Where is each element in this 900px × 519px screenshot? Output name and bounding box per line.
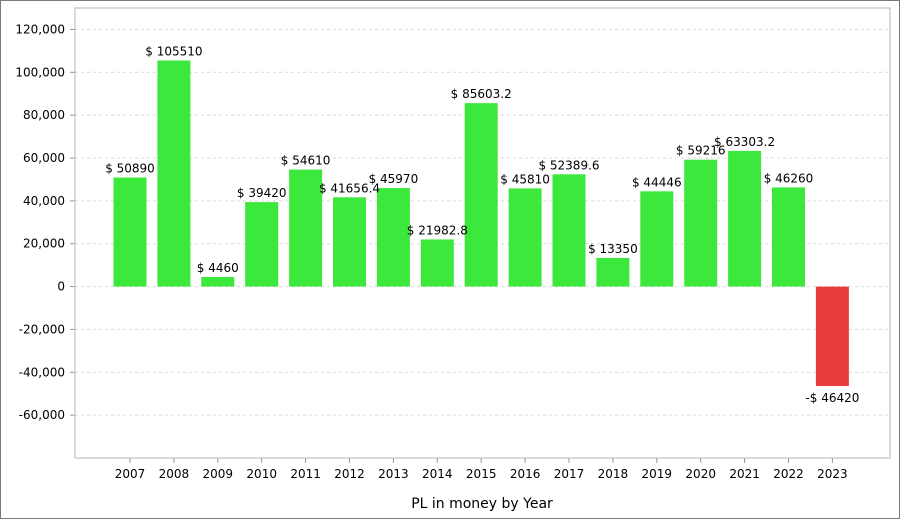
bar-2020 (684, 159, 718, 287)
y-tick-label: 120,000 (15, 22, 65, 36)
y-tick-label: -60,000 (19, 408, 65, 422)
x-tick-label-2016: 2016 (510, 467, 541, 481)
bar-2017 (552, 174, 586, 287)
bar-2021 (728, 150, 762, 287)
y-tick-label: 60,000 (23, 151, 65, 165)
x-axis-ticks: 2007 2008 2009 2010 2011 2012 2013 2014 2015 2016… (115, 458, 848, 481)
x-tick-label-2023: 2023 (817, 467, 848, 481)
x-tick-label-2020: 2020 (685, 467, 716, 481)
x-tick-label-2009: 2009 (203, 467, 234, 481)
x-tick-label-2010: 2010 (246, 467, 277, 481)
y-tick-label: -20,000 (19, 322, 65, 336)
data-label-2013: $ 45970 (369, 172, 419, 186)
x-tick-label-2022: 2022 (773, 467, 804, 481)
y-tick-label: 100,000 (15, 65, 65, 79)
bar-2010 (245, 202, 279, 287)
x-tick-label-2017: 2017 (554, 467, 585, 481)
data-label-2018: $ 13350 (588, 242, 638, 256)
data-label-2023: -$ 46420 (805, 391, 859, 405)
bar-2012 (333, 197, 366, 287)
y-axis-ticks: -60,000 -40,000 -20,000 0 20,000 40,000 60,000… (15, 22, 75, 422)
bar-2013 (376, 188, 410, 287)
bar-2014 (420, 239, 454, 287)
data-label-2011: $ 54610 (281, 154, 331, 168)
bar-2011 (289, 169, 323, 287)
bar-2018 (596, 257, 630, 287)
x-tick-label-2021: 2021 (729, 467, 760, 481)
x-tick-label-2015: 2015 (466, 467, 497, 481)
bar-2022 (772, 187, 805, 287)
x-tick-label-2013: 2013 (378, 467, 409, 481)
bar-2015 (464, 103, 498, 287)
data-label-2015: $ 85603.2 (451, 87, 512, 101)
bar-2016 (508, 188, 542, 287)
bar-2009 (201, 277, 235, 287)
data-label-2017: $ 52389.6 (538, 158, 599, 172)
x-tick-label-2014: 2014 (422, 467, 453, 481)
data-label-2008: $ 105510 (145, 44, 202, 58)
data-label-2009: $ 4460 (197, 261, 239, 275)
data-label-2019: $ 44446 (632, 175, 682, 189)
data-label-2020: $ 59216 (676, 144, 726, 158)
data-label-2021: $ 63303.2 (714, 135, 775, 149)
y-tick-label: 20,000 (23, 237, 65, 251)
data-label-2010: $ 39420 (237, 186, 287, 200)
x-tick-label-2007: 2007 (115, 467, 146, 481)
y-tick-label: -40,000 (19, 365, 65, 379)
bar-2019 (640, 191, 674, 287)
x-tick-label-2019: 2019 (642, 467, 673, 481)
bars (113, 60, 849, 387)
x-tick-label-2008: 2008 (159, 467, 190, 481)
bar-2023 (815, 286, 849, 387)
data-label-2012: $ 41656.4 (319, 181, 380, 195)
x-tick-label-2018: 2018 (598, 467, 629, 481)
data-label-2007: $ 50890 (105, 162, 155, 176)
data-label-2022: $ 46260 (764, 171, 814, 185)
bar-2008 (157, 60, 191, 287)
bar-2007 (113, 177, 147, 287)
x-tick-label-2011: 2011 (290, 467, 321, 481)
x-axis-label: PL in money by Year (411, 496, 553, 512)
y-tick-label: 0 (57, 280, 65, 294)
y-tick-label: 40,000 (23, 194, 65, 208)
data-label-2016: $ 45810 (500, 172, 550, 186)
data-labels: $ 50890 $ 105510 $ 4460 $ 39420 $ 54610 $ 416… (105, 44, 859, 405)
x-tick-label-2012: 2012 (334, 467, 365, 481)
data-label-2014: $ 21982.8 (407, 223, 468, 237)
y-tick-label: 80,000 (23, 108, 65, 122)
